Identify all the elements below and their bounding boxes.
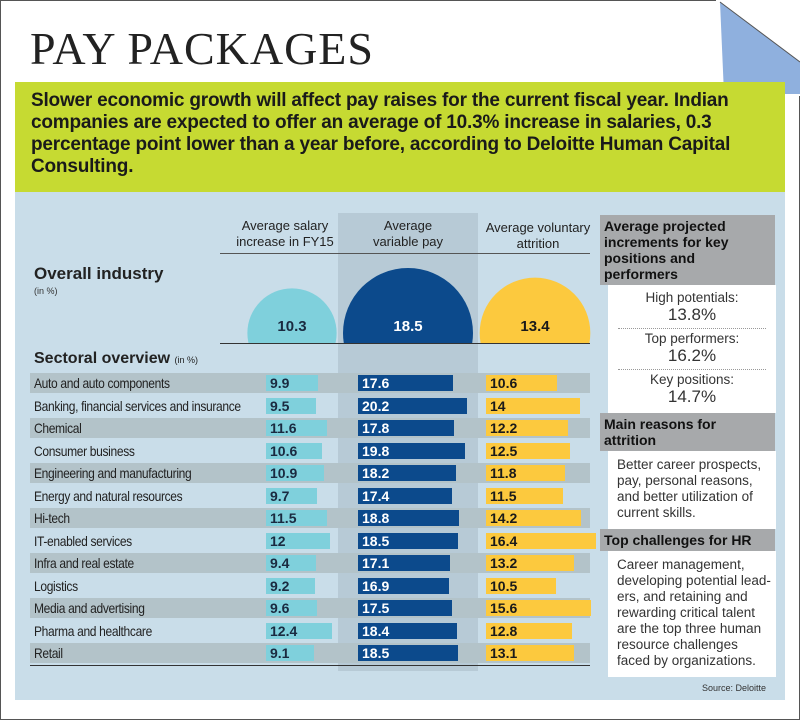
bar-variable: 17.4 bbox=[358, 487, 452, 504]
attrition-text: Better career prospects, pay, personal r… bbox=[608, 451, 776, 529]
page-curl-icon bbox=[716, 0, 800, 96]
increment-value: 13.8% bbox=[667, 305, 717, 324]
bar-variable: 18.5 bbox=[358, 532, 458, 549]
bar-variable: 18.5 bbox=[358, 645, 458, 661]
bar-salary: 9.9 bbox=[266, 375, 319, 391]
bar-attrition: 10.5 bbox=[486, 577, 557, 594]
overall-circle bbox=[247, 288, 337, 343]
hr-text: Career management, developing potential … bbox=[608, 551, 776, 677]
sector-label: Pharma and healthcare bbox=[34, 622, 152, 639]
bar-variable: 20.2 bbox=[358, 397, 467, 414]
bar-salary: 12 bbox=[266, 532, 330, 549]
overall-value: 13.4 bbox=[520, 318, 550, 335]
intro-banner: Slower economic growth will affect pay r… bbox=[15, 82, 785, 192]
bar-salary: 9.2 bbox=[266, 577, 315, 594]
bar-variable: 18.4 bbox=[358, 622, 457, 639]
page-title: PAY PACKAGES bbox=[30, 23, 374, 74]
overall-baseline bbox=[220, 343, 590, 344]
bar-attrition: 14 bbox=[486, 397, 580, 414]
sector-label: Infra and real estate bbox=[34, 555, 134, 571]
header-divider bbox=[220, 253, 590, 254]
bar-salary: 9.1 bbox=[266, 645, 315, 661]
bar-attrition: 14.2 bbox=[486, 510, 582, 526]
bar-salary: 12.4 bbox=[266, 622, 332, 639]
overall-value: 18.5 bbox=[393, 318, 422, 335]
bar-attrition: 13.2 bbox=[486, 555, 575, 571]
sector-label: Retail bbox=[34, 645, 63, 661]
increment-value: 14.7% bbox=[667, 387, 717, 406]
sector-label: Chemical bbox=[34, 420, 82, 436]
sector-label: IT-enabled services bbox=[34, 532, 132, 549]
sector-label: Media and advertising bbox=[34, 600, 145, 616]
bar-attrition: 11.5 bbox=[486, 487, 564, 504]
col-header-attrition: Average voluntary attrition bbox=[485, 220, 591, 251]
bar-salary: 9.5 bbox=[266, 397, 317, 414]
hr-title: Top challenges for HR bbox=[600, 529, 775, 551]
bar-attrition: 12.8 bbox=[486, 622, 572, 639]
bar-attrition: 10.6 bbox=[486, 375, 558, 391]
overall-circle bbox=[343, 268, 473, 343]
bar-salary: 10.6 bbox=[266, 442, 323, 459]
sector-label: Auto and auto components bbox=[34, 375, 170, 391]
sectoral-label: Sectoral overview bbox=[34, 350, 171, 367]
bar-salary: 11.6 bbox=[266, 420, 328, 436]
bar-salary: 10.9 bbox=[266, 465, 324, 481]
bar-attrition: 12.2 bbox=[486, 420, 568, 436]
bar-attrition: 15.6 bbox=[486, 600, 591, 616]
bar-variable: 19.8 bbox=[358, 442, 465, 459]
increments-title: Average projected increments for key pos… bbox=[600, 215, 775, 285]
bar-attrition: 12.5 bbox=[486, 442, 570, 459]
sector-label: Banking, financial services and insuranc… bbox=[34, 397, 241, 414]
bar-attrition: 16.4 bbox=[486, 532, 596, 549]
sector-label: Logistics bbox=[34, 577, 78, 594]
divider bbox=[618, 369, 766, 370]
bar-attrition: 13.1 bbox=[486, 645, 574, 661]
increment-label: Top performers: bbox=[644, 331, 740, 346]
overall-unit: (in %) bbox=[34, 286, 58, 296]
sector-label: Hi-tech bbox=[34, 510, 70, 526]
overall-value: 10.3 bbox=[277, 318, 306, 335]
bar-salary: 11.5 bbox=[266, 510, 327, 526]
bar-variable: 17.6 bbox=[358, 375, 453, 391]
bar-salary: 9.7 bbox=[266, 487, 318, 504]
divider bbox=[618, 328, 766, 329]
bar-variable: 17.1 bbox=[358, 555, 450, 571]
source-note: Source: Deloitte bbox=[701, 683, 766, 693]
bar-variable: 18.2 bbox=[358, 465, 456, 481]
sector-label: Consumer business bbox=[34, 442, 135, 459]
bar-variable: 17.8 bbox=[358, 420, 454, 436]
sectoral-unit: (in %) bbox=[174, 355, 199, 365]
increments-box: High potentials: 13.8% Top performers: 16.… bbox=[608, 285, 776, 413]
attrition-title: Main reasons for attrition bbox=[600, 413, 775, 451]
bar-salary: 9.4 bbox=[266, 555, 316, 571]
table-bottom-rule bbox=[30, 665, 590, 666]
increment-value: 16.2% bbox=[667, 346, 717, 365]
increment-label: Key positions: bbox=[649, 372, 735, 387]
overall-circles: 10.3 18.5 13.4 bbox=[247, 268, 591, 343]
bar-attrition: 11.8 bbox=[486, 465, 566, 481]
sector-label: Energy and natural resources bbox=[34, 487, 183, 504]
overall-label: Overall industry bbox=[34, 264, 164, 283]
side-panel: Average projected increments for key pos… bbox=[600, 215, 776, 693]
sector-label: Engineering and manufacturing bbox=[34, 465, 192, 481]
col-header-salary: Average salary increase in FY15 bbox=[236, 218, 334, 249]
bar-salary: 9.6 bbox=[266, 600, 317, 616]
bar-variable: 16.9 bbox=[358, 577, 449, 594]
col-header-variable: Average variable pay bbox=[372, 218, 444, 249]
overall-circle bbox=[479, 277, 591, 343]
bar-variable: 18.8 bbox=[358, 510, 460, 526]
bar-variable: 17.5 bbox=[358, 600, 453, 616]
increment-label: High potentials: bbox=[645, 290, 739, 305]
